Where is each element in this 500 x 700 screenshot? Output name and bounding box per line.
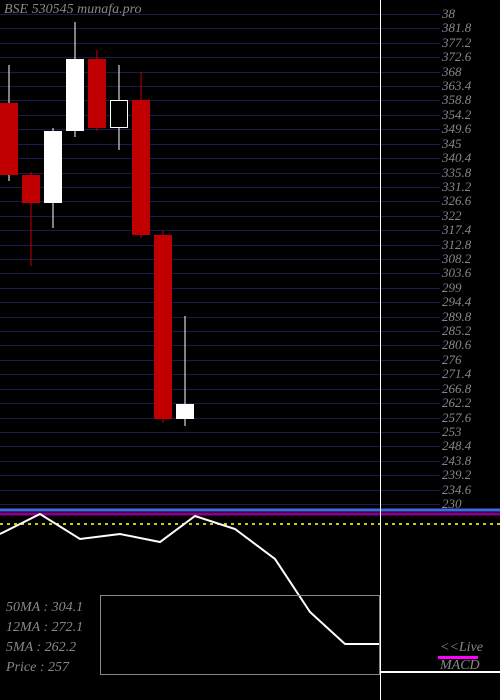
site-label: munafa.pro xyxy=(77,2,141,17)
macd-label: MACD xyxy=(440,658,480,674)
candle-body xyxy=(154,235,172,420)
live-label: <<Live xyxy=(440,640,483,656)
chart-root: BSE 530545 munafa.pro xyxy=(0,0,500,700)
candle-body xyxy=(44,131,62,203)
candlestick[interactable] xyxy=(88,14,106,504)
candle-body xyxy=(110,100,128,128)
candlestick[interactable] xyxy=(154,14,172,504)
candle-body xyxy=(0,103,18,175)
candlestick[interactable] xyxy=(44,14,62,504)
info-box xyxy=(100,595,380,675)
ticker-label: 530545 xyxy=(32,2,74,17)
candlestick[interactable] xyxy=(66,14,84,504)
candle-body xyxy=(66,59,84,131)
ma-annotation-ma50: 50MA : 304.1 xyxy=(6,600,83,616)
candlestick[interactable] xyxy=(110,14,128,504)
candlestick[interactable] xyxy=(0,14,18,504)
candle-body xyxy=(88,59,106,128)
price-pane[interactable] xyxy=(0,14,440,504)
ma-annotation-ma5: 5MA : 262.2 xyxy=(6,640,76,656)
ma-annotation-ma12: 12MA : 272.1 xyxy=(6,620,83,636)
exchange-label: BSE xyxy=(4,2,28,17)
candle-body xyxy=(22,175,40,203)
candle-body xyxy=(132,100,150,235)
candlestick[interactable] xyxy=(176,14,194,504)
y-axis-label: 230 xyxy=(442,496,462,512)
ma-annotation-price: Price : 257 xyxy=(6,660,69,676)
candlestick[interactable] xyxy=(22,14,40,504)
candlestick[interactable] xyxy=(132,14,150,504)
candle-body xyxy=(176,404,194,420)
chart-header: BSE 530545 munafa.pro xyxy=(4,2,142,18)
cursor-vertical-line xyxy=(380,0,381,700)
